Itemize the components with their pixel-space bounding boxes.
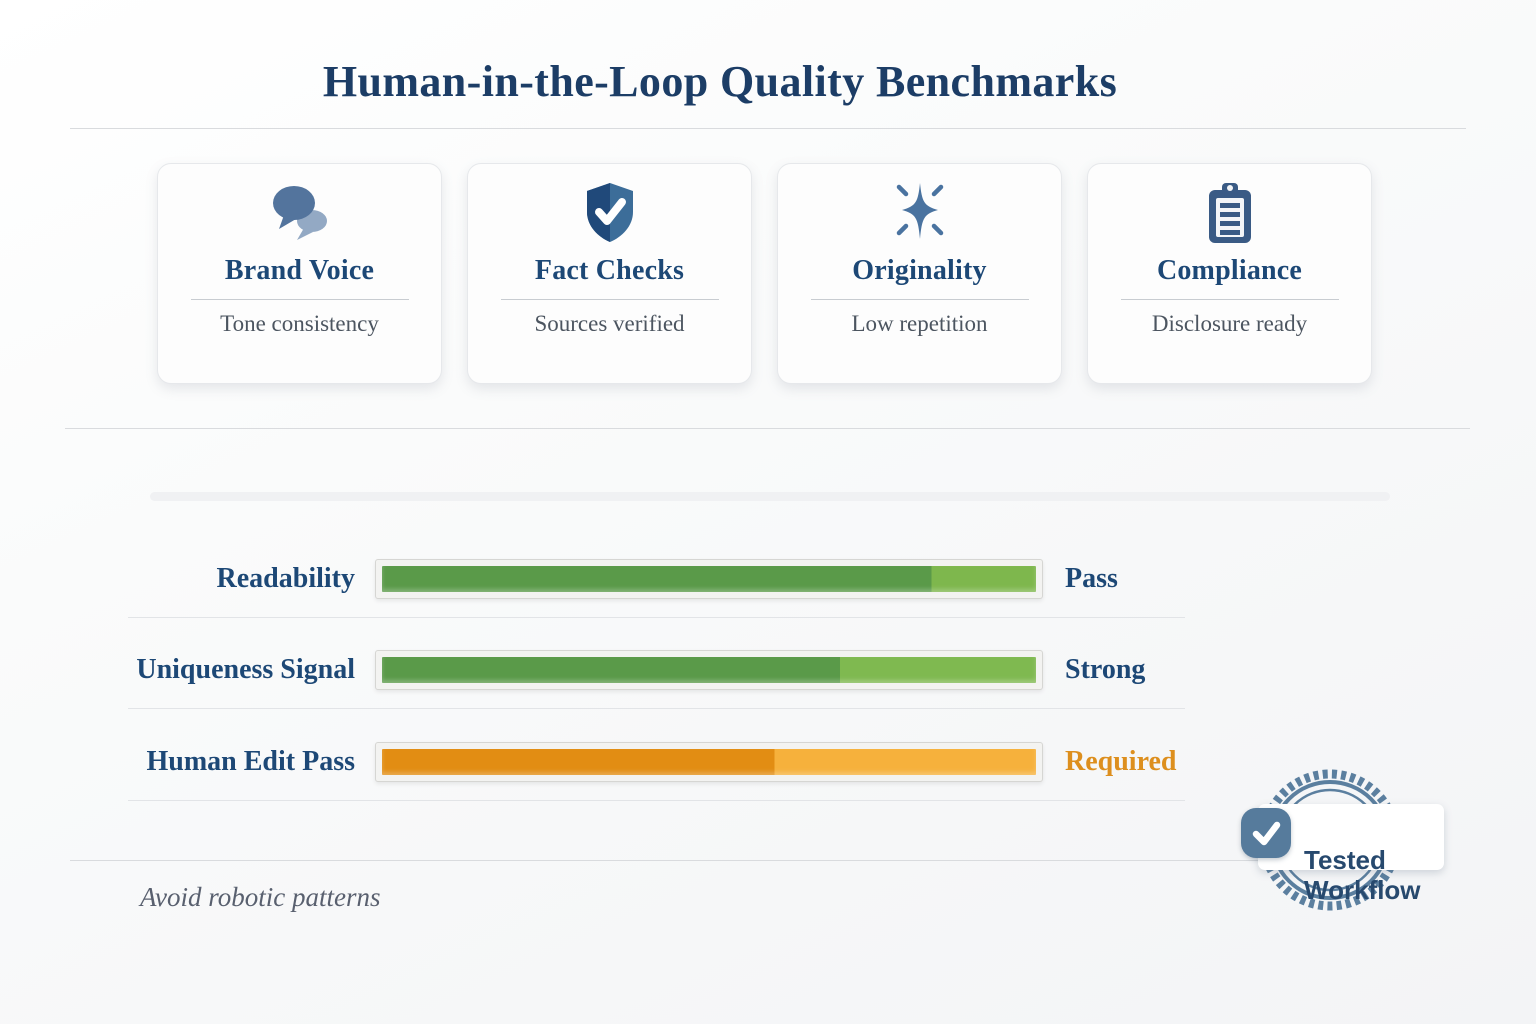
card-compliance: Compliance Disclosure ready	[1087, 163, 1372, 384]
tested-workflow-badge: Tested Workflow	[1241, 760, 1444, 924]
row-divider	[128, 708, 1185, 709]
stamp-line1: Tested	[1304, 845, 1386, 875]
benchmark-row-uniqueness: Uniqueness Signal Strong	[0, 650, 1536, 690]
stamp-line2: Workflow	[1304, 875, 1421, 905]
check-icon	[1241, 808, 1291, 858]
progress-fill	[382, 566, 1036, 592]
sparkle-icon	[887, 180, 953, 246]
benchmark-label: Readability	[216, 563, 355, 594]
speech-bubbles-icon	[267, 180, 333, 246]
progress-bar-readability	[375, 559, 1043, 599]
footer-divider	[70, 860, 1260, 861]
progress-bar-uniqueness	[375, 650, 1043, 690]
card-subtitle: Low repetition	[851, 311, 988, 336]
card-divider	[810, 299, 1029, 300]
progress-bar-human-edit	[375, 742, 1043, 782]
clipboard-icon	[1204, 180, 1256, 246]
card-divider	[500, 299, 719, 300]
card-subtitle: Disclosure ready	[1151, 311, 1308, 336]
card-title: Compliance	[1156, 255, 1303, 286]
section-strip	[150, 492, 1390, 501]
shield-check-icon	[583, 180, 637, 246]
card-fact-checks: Fact Checks Sources verified	[467, 163, 752, 384]
status-badge: Pass	[1065, 563, 1118, 594]
title-divider	[70, 128, 1466, 129]
card-divider	[1120, 299, 1339, 300]
card-title: Brand Voice	[224, 255, 375, 286]
progress-fill	[382, 749, 1036, 775]
progress-fill	[382, 657, 1036, 683]
benchmark-row-readability: Readability Pass	[0, 559, 1536, 599]
benchmark-label: Uniqueness Signal	[136, 654, 355, 685]
card-subtitle: Sources verified	[534, 311, 685, 336]
card-title: Originality	[852, 255, 987, 286]
row-divider	[128, 800, 1185, 801]
row-divider	[128, 617, 1185, 618]
card-originality: Originality Low repetition	[777, 163, 1062, 384]
benchmark-label: Human Edit Pass	[146, 746, 356, 777]
benchmark-row-human-edit: Human Edit Pass Required	[0, 742, 1536, 782]
page-title: Human-in-the-Loop Quality Benchmarks	[322, 57, 1118, 106]
footer-note: Avoid robotic patterns	[140, 882, 381, 912]
card-subtitle: Tone consistency	[220, 311, 379, 336]
card-brand-voice: Brand Voice Tone consistency	[157, 163, 442, 384]
card-divider	[190, 299, 409, 300]
cards-divider	[65, 428, 1470, 429]
status-badge: Required	[1065, 746, 1177, 777]
card-title: Fact Checks	[534, 255, 685, 286]
status-badge: Strong	[1065, 654, 1146, 685]
